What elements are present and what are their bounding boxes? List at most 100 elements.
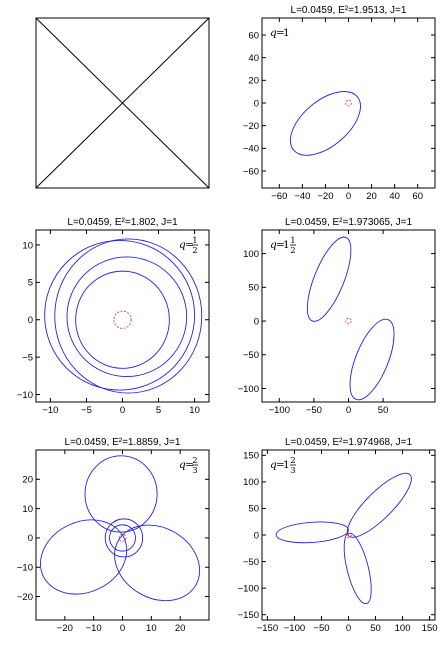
orbit-curve bbox=[349, 318, 395, 401]
x-tick-label: 0 bbox=[120, 405, 125, 416]
y-tick-label: −20 bbox=[17, 592, 33, 603]
x-tick-label: −50 bbox=[313, 623, 329, 634]
panel-title: L=0.0459, E²=1.974968, J=1 bbox=[285, 437, 412, 448]
horizon-circle bbox=[345, 531, 352, 539]
orbit-curve bbox=[84, 455, 158, 533]
orbit-curve bbox=[109, 524, 136, 552]
q-denominator: 3 bbox=[192, 466, 197, 476]
panel-3: L=0.0459, E²=1.802, J=1 −10 −5 0 5 10 −10 −5 0 5 1… bbox=[17, 217, 210, 416]
q-label: q =1 23 bbox=[270, 456, 296, 476]
orbit-group bbox=[306, 236, 395, 401]
y-tick-label: −60 bbox=[243, 166, 259, 177]
x-tick-label: 20 bbox=[366, 191, 377, 202]
q-denominator: 2 bbox=[192, 246, 197, 256]
horizon-circle bbox=[345, 317, 352, 325]
x-tick-label: 20 bbox=[175, 623, 186, 634]
y-tick-label: −100 bbox=[238, 583, 259, 594]
x-tick-label: −60 bbox=[271, 191, 287, 202]
q-denominator: 2 bbox=[290, 246, 295, 256]
y-tick-label: 10 bbox=[22, 240, 33, 251]
q-equals: = bbox=[276, 27, 285, 39]
q-numerator: 2 bbox=[290, 456, 295, 466]
x-tick-label: 50 bbox=[378, 405, 389, 416]
orbit-group bbox=[289, 91, 361, 156]
q-symbol: q bbox=[270, 27, 277, 39]
x-tick-label: −40 bbox=[294, 191, 310, 202]
x-tick-label: −20 bbox=[57, 623, 73, 634]
orbit-curve bbox=[54, 238, 203, 394]
panel-title: L=0.0459, E²=1.973065, J=1 bbox=[285, 217, 412, 228]
q-numerator: 1 bbox=[192, 236, 197, 246]
y-tick-label: 0 bbox=[28, 533, 33, 544]
orbit-curve bbox=[346, 472, 412, 538]
y-tick-label: −5 bbox=[22, 352, 33, 363]
orbit-curve bbox=[104, 518, 144, 558]
x-tick-label: 0 bbox=[120, 623, 125, 634]
y-tick-label: 50 bbox=[248, 283, 259, 294]
panel-6: L=0.0459, E²=1.974968, J=1 −150 −100 −50 0 50… bbox=[238, 437, 438, 634]
x-tick-label: −100 bbox=[284, 623, 305, 634]
x-tick-label: 60 bbox=[412, 191, 423, 202]
x-tick-label: −10 bbox=[42, 405, 58, 416]
x-tick-label: 40 bbox=[389, 191, 400, 202]
y-tick-label: 50 bbox=[248, 504, 259, 515]
x-tick-label: 10 bbox=[146, 623, 157, 634]
y-tick-label: 0 bbox=[254, 98, 259, 109]
orbit-curve bbox=[114, 524, 201, 602]
y-tick-label: 0 bbox=[254, 530, 259, 541]
plot-frame bbox=[261, 229, 436, 403]
horizon-circle bbox=[118, 534, 127, 542]
q-symbol: q bbox=[179, 459, 186, 471]
y-tick-label: 40 bbox=[248, 53, 259, 64]
q-numerator: 2 bbox=[192, 456, 197, 466]
q-label: q =1 12 bbox=[270, 236, 296, 256]
y-tick-label: 0 bbox=[28, 315, 33, 326]
q-denominator: 3 bbox=[290, 466, 295, 476]
x-tick-label: −5 bbox=[81, 405, 92, 416]
y-tick-label: 100 bbox=[243, 477, 259, 488]
q-equals: = bbox=[185, 459, 194, 471]
q-label: q =23 bbox=[179, 456, 198, 476]
plot-frame bbox=[35, 17, 210, 189]
x-tick-label: 0 bbox=[346, 191, 351, 202]
y-tick-label: 0 bbox=[254, 316, 259, 327]
x-tick-label: 10 bbox=[189, 405, 200, 416]
x-tick-label: 0 bbox=[346, 405, 351, 416]
q-label: q =1 bbox=[270, 27, 290, 39]
panel-1 bbox=[35, 17, 210, 189]
x-tick-label: 100 bbox=[395, 623, 411, 634]
q-equals: = bbox=[276, 459, 285, 471]
x-tick-label: −20 bbox=[317, 191, 333, 202]
orbit-curve bbox=[66, 256, 188, 378]
panel-title: L=0.0459, E²=1.8859, J=1 bbox=[65, 437, 181, 448]
orbit-curve bbox=[275, 521, 349, 544]
x-tick-label: −10 bbox=[86, 623, 102, 634]
panel-title: L=0.0459, E²=1.9513, J=1 bbox=[291, 5, 407, 16]
panel-4: L=0.0459, E²=1.973065, J=1 −100 −50 0 50 −100… bbox=[238, 217, 436, 416]
orbit-curve bbox=[289, 91, 361, 156]
x-tick-label: −100 bbox=[269, 405, 290, 416]
x-tick-label: 0 bbox=[346, 623, 351, 634]
y-tick-label: −10 bbox=[17, 563, 33, 574]
panel-5: L=0.0459, E²=1.8859, J=1−20 −10 0 10 20−20−1… bbox=[17, 437, 210, 634]
x-tick-label: −50 bbox=[306, 405, 322, 416]
x-tick-label: 150 bbox=[422, 623, 438, 634]
x-tick-label: 5 bbox=[156, 405, 161, 416]
orbit-curve bbox=[75, 270, 170, 369]
orbit-group bbox=[275, 472, 412, 605]
q-numerator: 1 bbox=[290, 236, 295, 246]
y-tick-label: 20 bbox=[22, 475, 33, 486]
panel-2: L=0.0459, E²=1.9513, J=1 −60 −40 −20 0 20 40 60… bbox=[243, 5, 436, 202]
q-whole: 1 bbox=[283, 27, 290, 39]
y-tick-label: −50 bbox=[243, 350, 259, 361]
q-label: q =12 bbox=[179, 236, 198, 256]
y-tick-label: −20 bbox=[243, 121, 259, 132]
y-tick-label: −40 bbox=[243, 144, 259, 155]
orbit-curve bbox=[44, 240, 196, 391]
q-symbol: q bbox=[270, 459, 277, 471]
panel-title: L=0.0459, E²=1.802, J=1 bbox=[67, 217, 178, 228]
y-tick-label: 150 bbox=[243, 451, 259, 462]
y-tick-label: −150 bbox=[238, 610, 259, 621]
y-tick-label: 20 bbox=[248, 76, 259, 87]
